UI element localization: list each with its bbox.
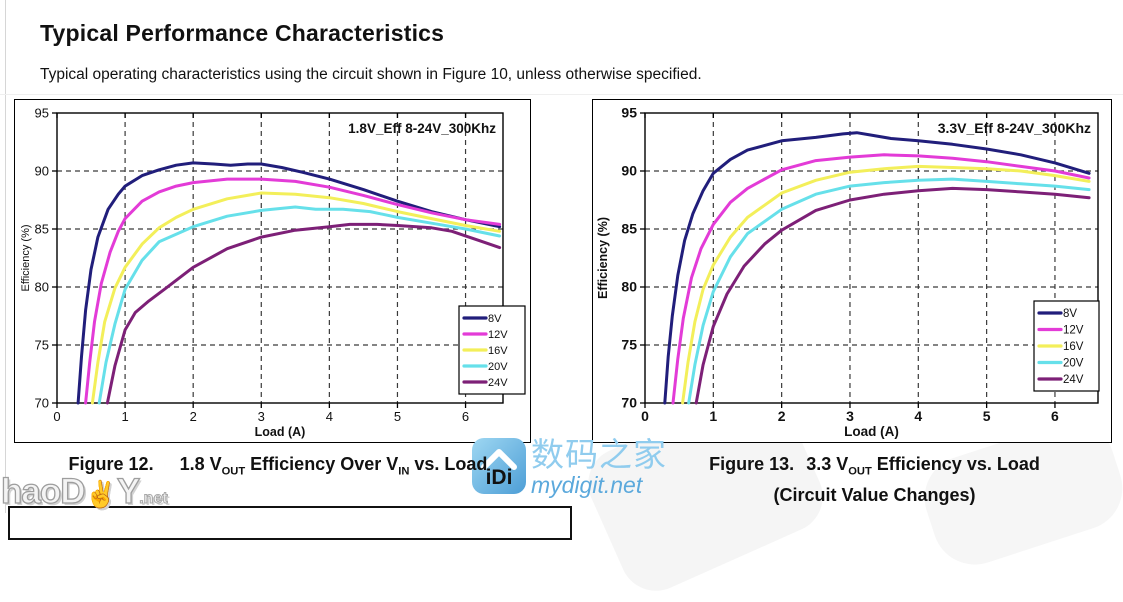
x-tick-label: 1	[121, 409, 128, 424]
x-tick-label: 2	[190, 409, 197, 424]
caption-text: Figure 13.	[709, 454, 795, 474]
chart-title: 3.3V_Eff 8-24V_300Khz	[938, 120, 1091, 136]
mydigit-logo-icon: iDi	[472, 438, 526, 494]
caption-text: 3.3 V	[806, 454, 849, 474]
chart-canvas: 70 75 80 85 90 95 0 1 2 3 4 5 6 Load (A) Efficiency (%…	[596, 105, 1100, 439]
legend-label: 24V	[488, 377, 508, 389]
y-tick-label: 85	[621, 221, 637, 237]
x-tick-label: 6	[1051, 408, 1059, 424]
y-tick-label: 80	[35, 280, 49, 295]
series-8V	[663, 131, 1091, 405]
x-tick-label: 4	[326, 409, 333, 424]
figure13-chart: 70 75 80 85 90 95 0 1 2 3 4 5 6 Load (A) Efficiency (%…	[592, 99, 1112, 443]
haody-watermark-text2: Y	[116, 471, 141, 511]
figure12-chart: 70 75 80 85 90 95 0 1 2 3 4 5 6 Load (A) Efficiency (%…	[14, 99, 531, 443]
y-tick-label: 90	[35, 164, 49, 179]
caption-line: Figure 12. 1.8 VOUT Efficiency Over VIN v…	[28, 452, 528, 483]
caption-text: Efficiency vs. Load	[871, 454, 1040, 474]
caption-text: Efficiency Over V	[245, 454, 399, 474]
x-tick-label: 0	[641, 408, 649, 424]
x-axis-label: Load (A)	[844, 424, 899, 439]
y-tick-label: 85	[35, 222, 49, 237]
haody-watermark: haoD✌Y.net	[0, 471, 168, 512]
series-16V	[681, 164, 1091, 405]
series-16V	[90, 191, 502, 405]
y-tick-label: 75	[35, 338, 49, 353]
series-20V	[687, 177, 1091, 405]
caption-line: (Circuit Value Changes)	[622, 483, 1123, 507]
y-axis-label: Efficiency (%)	[20, 224, 32, 291]
caption-text: vs. Load	[409, 454, 488, 474]
plot-border	[644, 112, 1099, 404]
mydigit-watermark: iDi 数码之家 mydigit.net	[471, 437, 667, 497]
x-tick-label: 0	[53, 409, 60, 424]
page-title: Typical Performance Characteristics	[40, 20, 445, 47]
series-12V	[671, 153, 1091, 405]
x-tick-label: 6	[462, 409, 469, 424]
figure13-caption: Figure 13. 3.3 VOUT Efficiency vs. Load (C…	[622, 452, 1123, 507]
x-tick-label: 4	[914, 408, 922, 424]
legend-label: 24V	[1063, 374, 1084, 386]
legend-label: 12V	[1063, 325, 1084, 337]
x-tick-label: 5	[394, 409, 401, 424]
chart-title: 1.8V_Eff 8-24V_300Khz	[348, 121, 496, 136]
legend-label: 16V	[488, 345, 508, 357]
x-tick-label: 3	[846, 408, 854, 424]
y-tick-label: 80	[621, 279, 637, 295]
figure12-caption: Figure 12. 1.8 VOUT Efficiency Over VIN v…	[28, 452, 528, 483]
caption-text: (Circuit Value Changes)	[773, 485, 976, 506]
plot-border	[56, 112, 504, 404]
x-tick-label: 3	[258, 409, 265, 424]
legend-label: 20V	[1063, 358, 1084, 370]
chart-canvas: 70 75 80 85 90 95 0 1 2 3 4 5 6 Load (A) Efficiency (%…	[20, 106, 526, 439]
page-subtitle: Typical operating characteristics using …	[40, 65, 702, 83]
y-axis-label: Efficiency (%)	[596, 217, 610, 299]
caption-text: 1.8 V	[179, 454, 222, 474]
x-tick-label: 1	[709, 408, 717, 424]
mydigit-domain: mydigit.net	[531, 472, 643, 498]
legend-label: 8V	[488, 313, 502, 325]
legend-label: 12V	[488, 329, 508, 341]
caption-subscript: OUT	[848, 465, 872, 478]
caption-subscript: OUT	[221, 465, 246, 478]
legend-label: 8V	[1063, 308, 1077, 320]
caption-line: Figure 13. 3.3 VOUT Efficiency vs. Load	[622, 452, 1123, 483]
page-left-edge	[5, 0, 6, 513]
y-tick-label: 90	[621, 163, 637, 179]
svg-text:iDi: iDi	[486, 466, 513, 489]
mydigit-site-name: 数码之家	[531, 436, 667, 473]
legend-label: 16V	[1063, 341, 1084, 353]
faint-divider	[0, 94, 1123, 95]
haody-watermark-tld: .net	[139, 490, 168, 508]
y-tick-label: 95	[621, 105, 637, 121]
series-24V	[105, 222, 502, 405]
series-8V	[76, 161, 502, 405]
caption-text: Figure 12.	[68, 454, 154, 474]
victory-hand-icon: ✌	[84, 479, 117, 510]
legend-label: 20V	[488, 361, 508, 373]
caption-subscript: IN	[398, 465, 410, 478]
series-12V	[84, 177, 502, 405]
y-tick-label: 70	[621, 395, 637, 411]
haody-watermark-text: haoD	[0, 471, 86, 511]
x-axis-label: Load (A)	[255, 425, 306, 439]
series-24V	[694, 186, 1091, 405]
y-tick-label: 70	[35, 396, 49, 411]
y-tick-label: 75	[621, 337, 637, 353]
y-tick-label: 95	[35, 106, 49, 121]
series-20V	[97, 205, 502, 405]
x-tick-label: 5	[983, 408, 991, 424]
x-tick-label: 2	[778, 408, 786, 424]
